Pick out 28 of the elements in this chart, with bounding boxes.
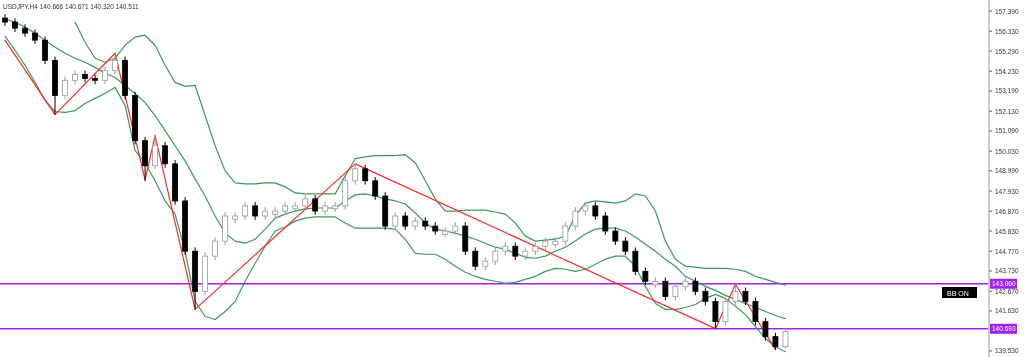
candlestick	[62, 76, 68, 100]
candlestick	[722, 297, 729, 326]
candlestick	[82, 70, 88, 83]
candlestick	[112, 52, 118, 75]
candlestick	[232, 211, 239, 224]
candlestick	[762, 317, 769, 341]
candlestick	[472, 246, 479, 271]
candlestick	[782, 327, 789, 350]
candlestick	[162, 141, 168, 169]
candlestick	[92, 74, 98, 85]
candlestick	[712, 297, 719, 330]
candlestick	[42, 35, 48, 65]
candlestick	[212, 236, 219, 261]
candlestick	[632, 246, 639, 276]
candlestick	[352, 163, 359, 186]
candlestick	[2, 13, 8, 27]
candlestick	[662, 276, 669, 301]
candlestick	[572, 206, 579, 231]
candlestick	[362, 164, 369, 186]
line-series	[74, 21, 787, 286]
candlestick	[152, 133, 158, 171]
candlestick	[312, 194, 319, 216]
candlestick	[602, 211, 609, 236]
candlestick	[732, 283, 739, 306]
candlestick	[22, 23, 28, 38]
candlestick	[562, 221, 569, 246]
candlestick	[372, 176, 379, 201]
candlestick	[752, 297, 759, 326]
